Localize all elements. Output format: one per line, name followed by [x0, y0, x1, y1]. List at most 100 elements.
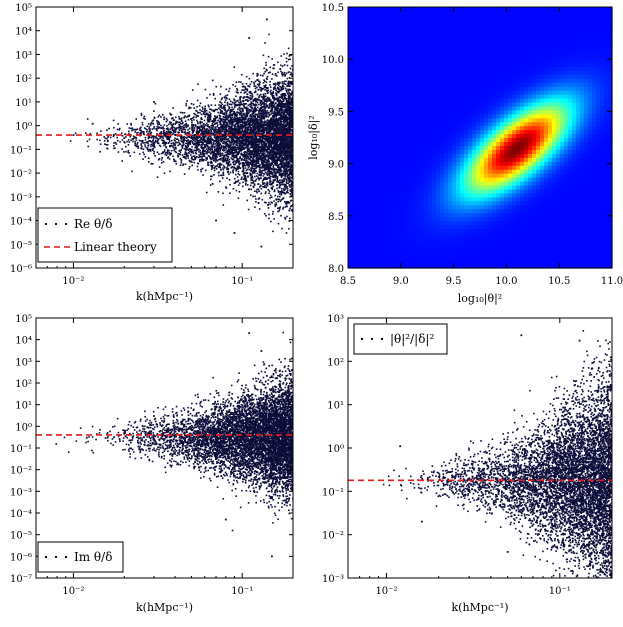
data-point: [261, 121, 263, 123]
data-point: [290, 173, 293, 176]
data-point: [265, 201, 267, 204]
data-point: [257, 188, 260, 191]
data-point: [222, 118, 224, 120]
data-point: [116, 139, 119, 142]
data-point: [255, 124, 258, 126]
data-point: [264, 158, 267, 160]
data-point: [236, 158, 239, 161]
data-point: [177, 144, 180, 147]
data-point: [268, 111, 270, 114]
data-point: [253, 163, 256, 166]
data-point: [234, 173, 237, 176]
data-point: [287, 136, 290, 139]
data-point: [216, 141, 219, 143]
data-point: [229, 192, 231, 195]
data-point: [272, 136, 274, 138]
data-point: [218, 144, 220, 147]
data-point: [269, 178, 272, 180]
data-point: [266, 154, 269, 156]
data-point: [240, 95, 242, 98]
data-point: [206, 156, 208, 159]
data-point: [286, 123, 288, 125]
data-point: [240, 152, 243, 155]
data-point: [250, 109, 253, 112]
data-point: [284, 171, 287, 173]
data-point: [193, 107, 196, 109]
data-point: [265, 186, 268, 189]
data-point: [131, 170, 133, 173]
data-point: [153, 152, 155, 155]
data-point: [185, 142, 187, 145]
data-point: [280, 64, 282, 67]
data-point: [262, 115, 265, 118]
data-point: [211, 146, 213, 149]
data-point: [277, 84, 280, 86]
data-point: [262, 172, 265, 175]
data-point: [236, 130, 239, 133]
data-point: [158, 132, 161, 135]
data-point: [187, 125, 189, 127]
data-point: [275, 117, 278, 120]
data-point: [280, 55, 283, 57]
data-point: [232, 168, 235, 171]
data-point: [129, 135, 132, 138]
data-point: [234, 114, 237, 117]
data-point: [180, 158, 183, 161]
data-point: [212, 133, 214, 136]
data-point: [224, 149, 226, 152]
data-point: [184, 132, 187, 135]
data-point: [281, 163, 284, 165]
data-point: [284, 152, 286, 155]
data-point: [231, 131, 234, 134]
data-point: [152, 139, 155, 141]
data-point: [219, 93, 222, 95]
data-point: [132, 128, 135, 131]
data-point: [282, 183, 285, 186]
data-point: [202, 122, 205, 125]
data-point: [260, 88, 263, 90]
data-point: [237, 167, 240, 170]
data-point: [229, 100, 232, 103]
data-point: [279, 179, 281, 182]
data-point: [238, 116, 241, 119]
data-point: [263, 159, 265, 162]
data-point: [184, 139, 186, 141]
data-point: [237, 122, 240, 124]
data-point: [128, 127, 131, 129]
data-point: [188, 166, 191, 168]
data-point: [255, 130, 257, 133]
data-point: [161, 127, 163, 129]
data-point: [277, 190, 280, 192]
data-point: [285, 232, 288, 234]
data-point: [222, 135, 224, 138]
data-point: [233, 119, 235, 121]
data-point: [185, 104, 188, 107]
data-point: [204, 140, 207, 143]
data-point: [164, 143, 167, 146]
data-point: [244, 167, 247, 169]
data-point: [281, 96, 284, 99]
data-point: [238, 106, 241, 109]
data-point: [270, 170, 272, 173]
data-point: [270, 180, 272, 183]
data-point: [240, 118, 243, 121]
data-point: [225, 135, 228, 138]
data-point: [271, 93, 273, 95]
data-point: [263, 67, 265, 70]
data-point: [260, 160, 263, 162]
data-point: [126, 123, 129, 125]
data-point: [207, 161, 209, 164]
data-point: [169, 145, 171, 148]
data-point: [242, 166, 245, 168]
data-point: [234, 85, 237, 88]
data-point: [202, 108, 204, 110]
data-point: [288, 138, 290, 140]
data-point: [174, 134, 177, 136]
data-point: [275, 92, 277, 94]
data-point: [227, 156, 230, 158]
data-point: [286, 176, 289, 179]
data-point: [291, 96, 293, 99]
data-point: [144, 128, 147, 130]
data-point: [199, 122, 202, 125]
data-point: [248, 148, 250, 150]
